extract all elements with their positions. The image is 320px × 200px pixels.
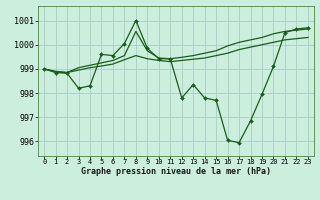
X-axis label: Graphe pression niveau de la mer (hPa): Graphe pression niveau de la mer (hPa)	[81, 167, 271, 176]
